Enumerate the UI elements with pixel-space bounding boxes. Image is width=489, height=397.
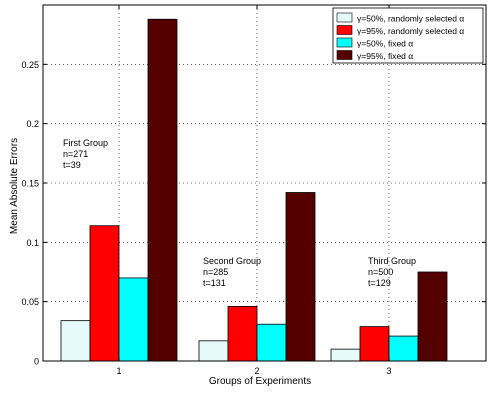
bar-series-2-group-3 (359, 326, 390, 362)
legend-label: γ=50%, fixed α (357, 39, 413, 49)
annotation-group-3-line: Third Group (368, 256, 416, 266)
annotation-group-2-line: t=131 (203, 278, 226, 288)
bar-series-3-group-1 (118, 277, 149, 362)
annotation-group-2-line: Second Group (203, 256, 261, 266)
y-tick-label: 0.2 (26, 119, 39, 129)
annotation-group-3-line: t=129 (368, 278, 391, 288)
x-axis-label: Groups of Experiments (209, 376, 311, 387)
y-tick-label: 0.15 (21, 179, 39, 189)
legend-label: γ=95%, randomly selected α (357, 26, 464, 36)
bar-series-4-group-3 (417, 271, 448, 362)
legend: γ=50%, randomly selected α γ=95%, randoml… (332, 7, 484, 64)
bar-series-2-group-1 (89, 225, 120, 362)
bar-series-1-group-1 (60, 320, 91, 362)
annotation-group-1-line: t=39 (63, 160, 81, 170)
legend-box (332, 7, 484, 64)
legend-swatch (336, 12, 353, 23)
y-tick-label: 0.25 (21, 60, 39, 70)
legend-swatch (336, 25, 353, 35)
legend-label: γ=95%, fixed α (357, 51, 413, 61)
x-tick-label: 2 (254, 366, 259, 376)
bar-series-2-group-2 (227, 306, 258, 362)
annotation-group-3-line: n=500 (368, 267, 393, 277)
legend-swatch (336, 37, 353, 48)
axis-ticks: 0 0.05 0.1 0.15 0.2 0.25 1 2 3 (21, 5, 486, 376)
bars (60, 18, 448, 362)
annotation-group-1-line: First Group (63, 138, 108, 148)
bar-series-4-group-1 (147, 18, 178, 362)
x-tick-label: 3 (386, 366, 391, 376)
y-tick-label: 0.05 (21, 297, 39, 307)
y-tick-label: 0 (34, 357, 39, 367)
y-tick-label: 0.1 (26, 238, 39, 248)
bar-series-4-group-2 (285, 192, 316, 362)
annotation-group-1-line: n=271 (63, 149, 88, 159)
bar-series-1-group-2 (198, 340, 229, 362)
bar-series-3-group-3 (388, 335, 419, 362)
x-tick-label: 1 (116, 366, 121, 376)
legend-label: γ=50%, randomly selected α (357, 14, 464, 24)
y-axis-label: Mean Absolute Errors (9, 138, 20, 234)
bar-series-1-group-3 (330, 348, 361, 362)
bar-series-3-group-2 (256, 323, 287, 362)
legend-swatch (336, 50, 353, 60)
annotation-group-2-line: n=285 (203, 267, 228, 277)
